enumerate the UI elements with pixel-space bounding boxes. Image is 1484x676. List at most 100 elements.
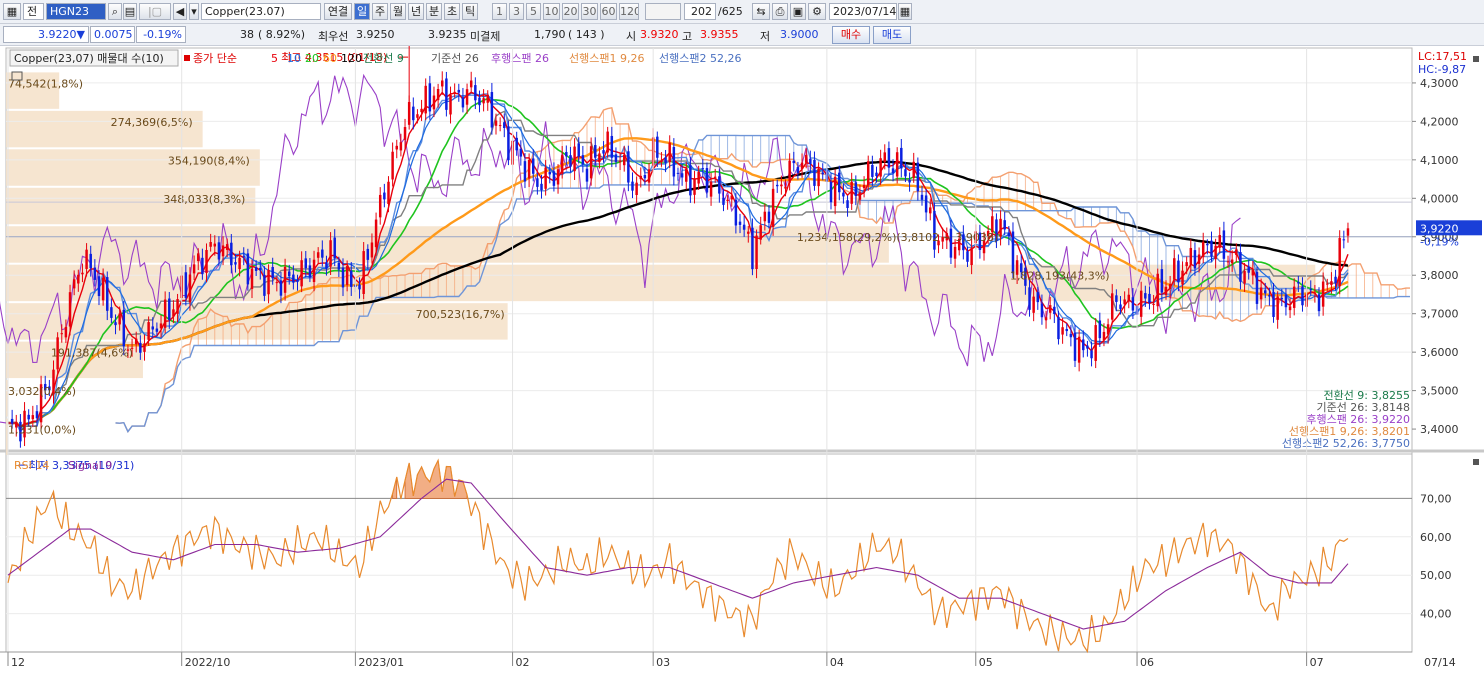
candle-body-188 <box>784 186 787 189</box>
period-button-5[interactable]: 5 <box>526 3 541 20</box>
candle-body-12 <box>56 337 59 370</box>
period-button-10[interactable]: 10 <box>543 3 560 20</box>
period-input[interactable] <box>645 3 681 20</box>
candle-body-264 <box>1098 320 1102 339</box>
volume-value: 38 <box>240 28 254 41</box>
candle-body-148 <box>618 160 622 162</box>
chart-menu-icon[interactable]: ▦ <box>3 3 21 20</box>
candle-body-291 <box>1210 240 1213 257</box>
candle-body-61 <box>259 267 262 271</box>
dropdown-icon[interactable]: ▾ <box>189 3 199 20</box>
period-button-1[interactable]: 1 <box>492 3 507 20</box>
candle-body-155 <box>647 169 651 183</box>
buy-button[interactable]: 매수 <box>832 26 870 44</box>
ma60-line <box>7 137 1349 430</box>
candle-body-218 <box>908 179 911 183</box>
period-button-120[interactable]: 120 <box>619 3 639 20</box>
candle-body-169 <box>705 168 709 193</box>
search-icon[interactable]: ⌕ <box>108 3 122 20</box>
candle-body-318 <box>1321 281 1325 307</box>
candle-body-96 <box>403 127 407 140</box>
x-end-label: 07/14 <box>1424 656 1456 669</box>
candle-body-80 <box>337 262 341 270</box>
mode-button-1[interactable]: 일 <box>354 3 370 20</box>
oi-change-value: 143 <box>575 28 597 41</box>
candle-body-288 <box>1197 254 1201 264</box>
sell-button[interactable]: 매도 <box>873 26 911 44</box>
candle-body-109 <box>457 89 461 93</box>
view-count-input[interactable]: 202 <box>684 3 716 20</box>
volume-profile-bar-9 <box>6 72 60 109</box>
candle-body-210 <box>875 172 878 177</box>
rsi-legend: RSI 14 <box>14 459 49 472</box>
candle-body-202 <box>842 192 845 197</box>
candle-body-23 <box>101 277 105 301</box>
mode-button-0[interactable]: 연결 <box>324 3 352 20</box>
mode-button-3[interactable]: 월 <box>390 3 406 20</box>
mode-button-4[interactable]: 년 <box>408 3 424 20</box>
open-interest: 1,790 <box>534 28 566 41</box>
clear-icon[interactable]: |▢ <box>139 3 171 20</box>
symbol-code-input[interactable]: HGN23 <box>46 3 106 20</box>
candle-body-166 <box>693 179 696 195</box>
candle-body-313 <box>1301 286 1304 306</box>
x-tick-label-2: 2023/01 <box>358 656 404 669</box>
candle-body-36 <box>155 328 159 332</box>
mode-button-7[interactable]: 틱 <box>462 3 478 20</box>
period-button-3[interactable]: 3 <box>509 3 524 20</box>
period-button-20[interactable]: 20 <box>562 3 579 20</box>
candle-body-172 <box>718 176 721 194</box>
candle-body-193 <box>804 154 808 163</box>
compare-icon[interactable]: ⇆ <box>752 3 770 20</box>
candle-body-244 <box>1015 260 1019 275</box>
candle-body-90 <box>378 194 382 218</box>
candle-body-39 <box>168 298 171 320</box>
candle-body-253 <box>1053 306 1056 315</box>
x-tick-label-4: 03 <box>656 656 670 669</box>
candle-body-43 <box>184 272 188 298</box>
candle-body-162 <box>676 172 680 174</box>
mode-button-5[interactable]: 분 <box>426 3 442 20</box>
last-bid: 3.9250 <box>356 28 395 41</box>
period-button-30[interactable]: 30 <box>581 3 598 20</box>
volume-profile-bar-7 <box>6 149 260 186</box>
candle-body-152 <box>635 182 638 196</box>
date-input[interactable]: 2023/07/14 <box>829 3 897 20</box>
calendar-icon[interactable]: ▦ <box>898 3 912 20</box>
candle-body-24 <box>106 277 109 311</box>
volume-profile-label-6: 348,033(8,3%) <box>163 193 245 206</box>
candle-body-139 <box>581 155 585 165</box>
candle-body-241 <box>1003 220 1006 230</box>
symbol-name-field: Copper(23.07) <box>201 3 321 20</box>
volume-profile-bar-3 <box>6 303 508 340</box>
candle-body-29 <box>126 349 130 351</box>
mode-button-6[interactable]: 초 <box>444 3 460 20</box>
candle-body-232 <box>966 251 969 262</box>
candle-body-119 <box>498 125 502 127</box>
legend-title: Copper(23,07) 매물대 수(10) <box>14 52 164 65</box>
gear-icon[interactable]: ⚙ <box>808 3 826 20</box>
print-icon[interactable]: ⎙ <box>772 3 788 20</box>
change-value: 0.0075 <box>90 26 135 43</box>
candle-body-196 <box>817 168 820 187</box>
candle-body-66 <box>279 280 283 296</box>
period-button-60[interactable]: 60 <box>600 3 617 20</box>
candle-body-227 <box>945 233 949 241</box>
candle-body-191 <box>796 167 800 173</box>
candle-body-247 <box>1028 287 1031 310</box>
candle-body-315 <box>1309 289 1312 291</box>
market-selector[interactable]: 전 <box>23 3 44 20</box>
candle-body-209 <box>871 164 874 177</box>
candle-body-208 <box>866 161 870 186</box>
candle-body-238 <box>991 216 994 233</box>
mode-button-2[interactable]: 주 <box>372 3 388 20</box>
grid-icon[interactable]: ▤ <box>123 3 137 20</box>
candle-body-177 <box>738 221 742 225</box>
speaker-icon[interactable]: ◀ <box>173 3 187 20</box>
save-icon[interactable]: ▣ <box>790 3 806 20</box>
high-marker-label: 최고 4,3515 (01/18) <box>281 51 387 64</box>
candle-body-322 <box>1338 238 1341 287</box>
volume-percent-value: 8.92% <box>265 28 301 41</box>
volume-profile-label-5: 1,234,158(29,2%)(3,8102 ~ 3,9038) <box>797 231 998 244</box>
price-chart[interactable]: 1,331(0,0%) 3,032(0,4%) 191,387(4,6%) 700,5… <box>0 46 1484 676</box>
